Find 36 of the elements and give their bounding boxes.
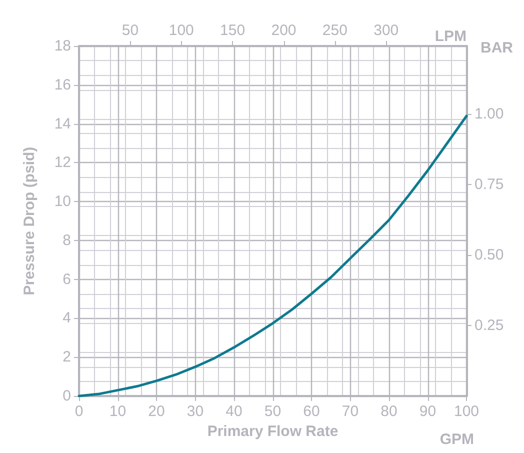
x-tick-label: 80: [380, 403, 398, 420]
x-axis-title: Primary Flow Rate: [207, 422, 338, 440]
y-tick-label: 10: [54, 193, 71, 210]
x-tick-label: 100: [454, 403, 480, 420]
y-tick-label: 0: [62, 388, 71, 404]
y-axis-title: Pressure Drop (psid): [21, 146, 38, 296]
y-tick-label: 16: [54, 76, 71, 94]
y-tick-label: 8: [62, 232, 71, 249]
y2-tick-label: 0.75: [474, 176, 504, 193]
x-tick-label: 20: [148, 403, 165, 420]
x-tick-label: 10: [109, 403, 126, 420]
text: GPM: [440, 431, 474, 448]
y-tick-label: 6: [62, 270, 71, 288]
x-tick-label: 70: [342, 403, 359, 420]
x-tick-label: 0: [74, 403, 84, 420]
y-tick-label: 2: [62, 348, 71, 366]
y-tick-label: 4: [62, 310, 71, 327]
x2-tick-label: 50: [122, 22, 139, 39]
y2-tick-label: 1.00: [474, 105, 504, 122]
x2-tick-label: 250: [322, 22, 348, 39]
x2-tick-label: 300: [374, 22, 399, 39]
x2-axis-title: LPM: [434, 28, 466, 45]
x-tick-label: 50: [264, 403, 282, 420]
y2-tick-label: 0.50: [474, 246, 504, 264]
y-tick-label: 12: [54, 154, 71, 172]
y2-axis-title: BAR: [480, 40, 514, 56]
x-tick-label: 90: [419, 403, 436, 420]
y2-tick-label: 0.25: [474, 316, 504, 334]
x-tick-label: 30: [186, 403, 204, 420]
x2-tick-label: 100: [168, 22, 194, 39]
x-tick-label: 60: [303, 403, 320, 420]
x2-tick-label: 150: [220, 22, 246, 39]
y-tick-label: 18: [54, 38, 71, 54]
x2-tick-label: 200: [271, 22, 296, 39]
x-tick-label: 40: [226, 403, 242, 420]
y-tick-label: 14: [54, 115, 71, 132]
